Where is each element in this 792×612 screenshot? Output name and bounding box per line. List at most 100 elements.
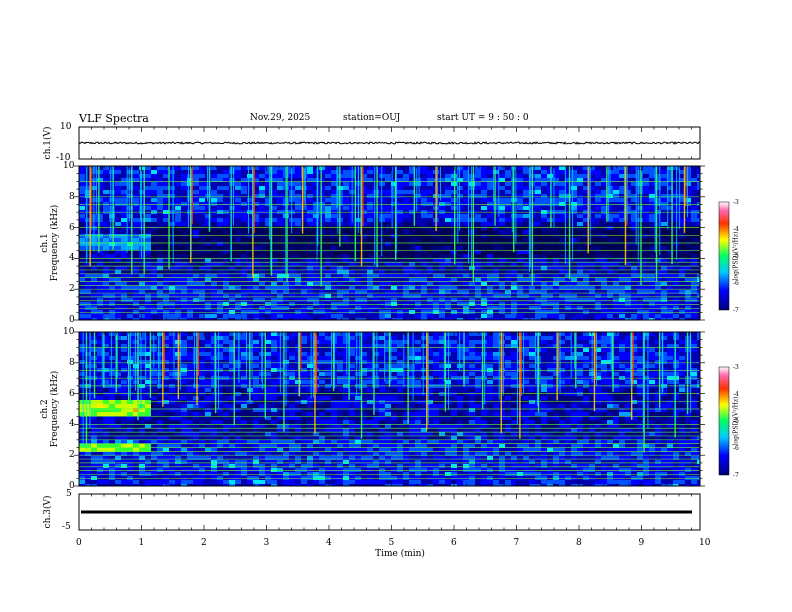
spectrogram-cell	[463, 336, 469, 340]
spectrogram-cell	[619, 246, 625, 250]
spectrogram-cell	[79, 348, 85, 352]
spectrogram-cell	[97, 202, 103, 206]
spectrogram-cell	[625, 218, 631, 222]
spectrogram-cell	[679, 190, 685, 194]
spectrogram-cell	[355, 246, 361, 250]
spectrogram-cell	[391, 360, 397, 364]
spectrogram-cell	[679, 182, 685, 186]
spectrogram-cell	[619, 318, 625, 320]
spectrogram-cell	[415, 298, 421, 302]
spectrogram-cell	[685, 178, 691, 182]
spectrogram-cell	[361, 352, 367, 356]
spectrogram-cell	[505, 166, 511, 170]
spectrogram-cell	[265, 302, 271, 306]
spectrogram-cell	[649, 242, 655, 246]
spectrogram-cell	[445, 190, 451, 194]
spectrogram-cell	[577, 214, 583, 218]
spectrogram-cell	[169, 190, 175, 194]
spectrogram-cell	[145, 318, 151, 320]
spectrogram-cell	[433, 286, 439, 290]
spectrogram-cell	[679, 266, 685, 270]
spectrogram-cell	[409, 262, 415, 266]
spectrogram-cell	[103, 218, 109, 222]
spectrogram-cell	[421, 198, 427, 202]
spectrogram-cell	[379, 306, 385, 310]
spectrogram-cell	[613, 340, 619, 344]
spectrogram-cell	[103, 174, 109, 178]
spectrogram-cell	[697, 250, 700, 254]
spectrogram-cell	[649, 254, 655, 258]
spectrogram-cell	[343, 332, 349, 336]
spectrogram-cell	[667, 174, 673, 178]
spectrogram-cell	[211, 246, 217, 250]
spectrogram-cell	[271, 246, 277, 250]
spectrogram-cell	[373, 314, 379, 318]
spectrogram-cell	[535, 234, 541, 238]
spectrogram-cell	[595, 294, 601, 298]
spectrogram-cell	[547, 348, 553, 352]
spectrogram-cell	[241, 278, 247, 282]
spectrogram-cell	[421, 238, 427, 242]
spectrogram-cell	[547, 226, 553, 230]
spectrogram-cell	[649, 238, 655, 242]
spectrogram-cell	[403, 278, 409, 282]
spectrogram-cell	[583, 278, 589, 282]
spectrogram-cell	[619, 182, 625, 186]
spectrogram-cell	[649, 278, 655, 282]
spectrogram-cell	[97, 294, 103, 298]
spectrogram-cell	[403, 214, 409, 218]
spectrogram-cell	[661, 186, 667, 190]
spectrogram-cell	[523, 294, 529, 298]
spectrogram-cell	[319, 258, 325, 262]
spectrogram-cell	[445, 348, 451, 352]
spectrogram-cell	[559, 298, 565, 302]
spectrogram-cell	[97, 340, 103, 344]
spectrogram-cell	[97, 218, 103, 222]
spectrogram-cell	[637, 344, 643, 348]
spectrogram-cell	[397, 182, 403, 186]
spectrogram-cell	[595, 218, 601, 222]
spectrogram-cell	[235, 246, 241, 250]
spectrogram-cell	[265, 194, 271, 198]
spectrogram-cell	[403, 266, 409, 270]
spectrogram-cell	[337, 336, 343, 340]
spectrogram-cell	[553, 206, 559, 210]
spectrogram-cell	[451, 230, 457, 234]
spectrogram-cell	[301, 314, 307, 318]
spectrogram-cell	[223, 348, 229, 352]
spectrogram-cell	[163, 242, 169, 246]
spectrogram-cell	[559, 336, 565, 340]
spectrogram-cell	[229, 246, 235, 250]
spectrogram-cell	[397, 258, 403, 262]
spectrogram-cell	[295, 206, 301, 210]
spectrogram-cell	[343, 344, 349, 348]
spectrogram-cell	[277, 294, 283, 298]
spectrogram-cell	[391, 222, 397, 226]
spectrogram-cell	[475, 246, 481, 250]
spectrogram-cell	[601, 286, 607, 290]
spectrogram-cell	[553, 234, 559, 238]
spectrogram-cell	[115, 348, 121, 352]
spectrogram-cell	[391, 174, 397, 178]
spectrogram-cell	[127, 238, 133, 242]
spectrogram-cell	[697, 318, 700, 320]
spectrogram-cell	[379, 262, 385, 266]
spectrogram-cell	[631, 166, 637, 170]
spectrogram-cell	[655, 194, 661, 198]
spectrogram-cell	[697, 340, 700, 344]
spectrogram-cell	[673, 166, 679, 170]
spectrogram-cell	[103, 356, 109, 360]
spectrogram-cell	[643, 222, 649, 226]
spectrogram-cell	[373, 182, 379, 186]
spectrogram-cell	[607, 206, 613, 210]
spectrogram-cell	[499, 214, 505, 218]
spectrogram-cell	[367, 340, 373, 344]
spectrogram-cell	[271, 318, 277, 320]
spectrogram-cell	[85, 174, 91, 178]
spectrogram-cell	[151, 250, 157, 254]
spectrogram-cell	[295, 202, 301, 206]
spectrogram-cell	[511, 318, 517, 320]
spectrogram-cell	[583, 246, 589, 250]
spectrogram-cell	[547, 198, 553, 202]
spectrogram-cell	[253, 298, 259, 302]
